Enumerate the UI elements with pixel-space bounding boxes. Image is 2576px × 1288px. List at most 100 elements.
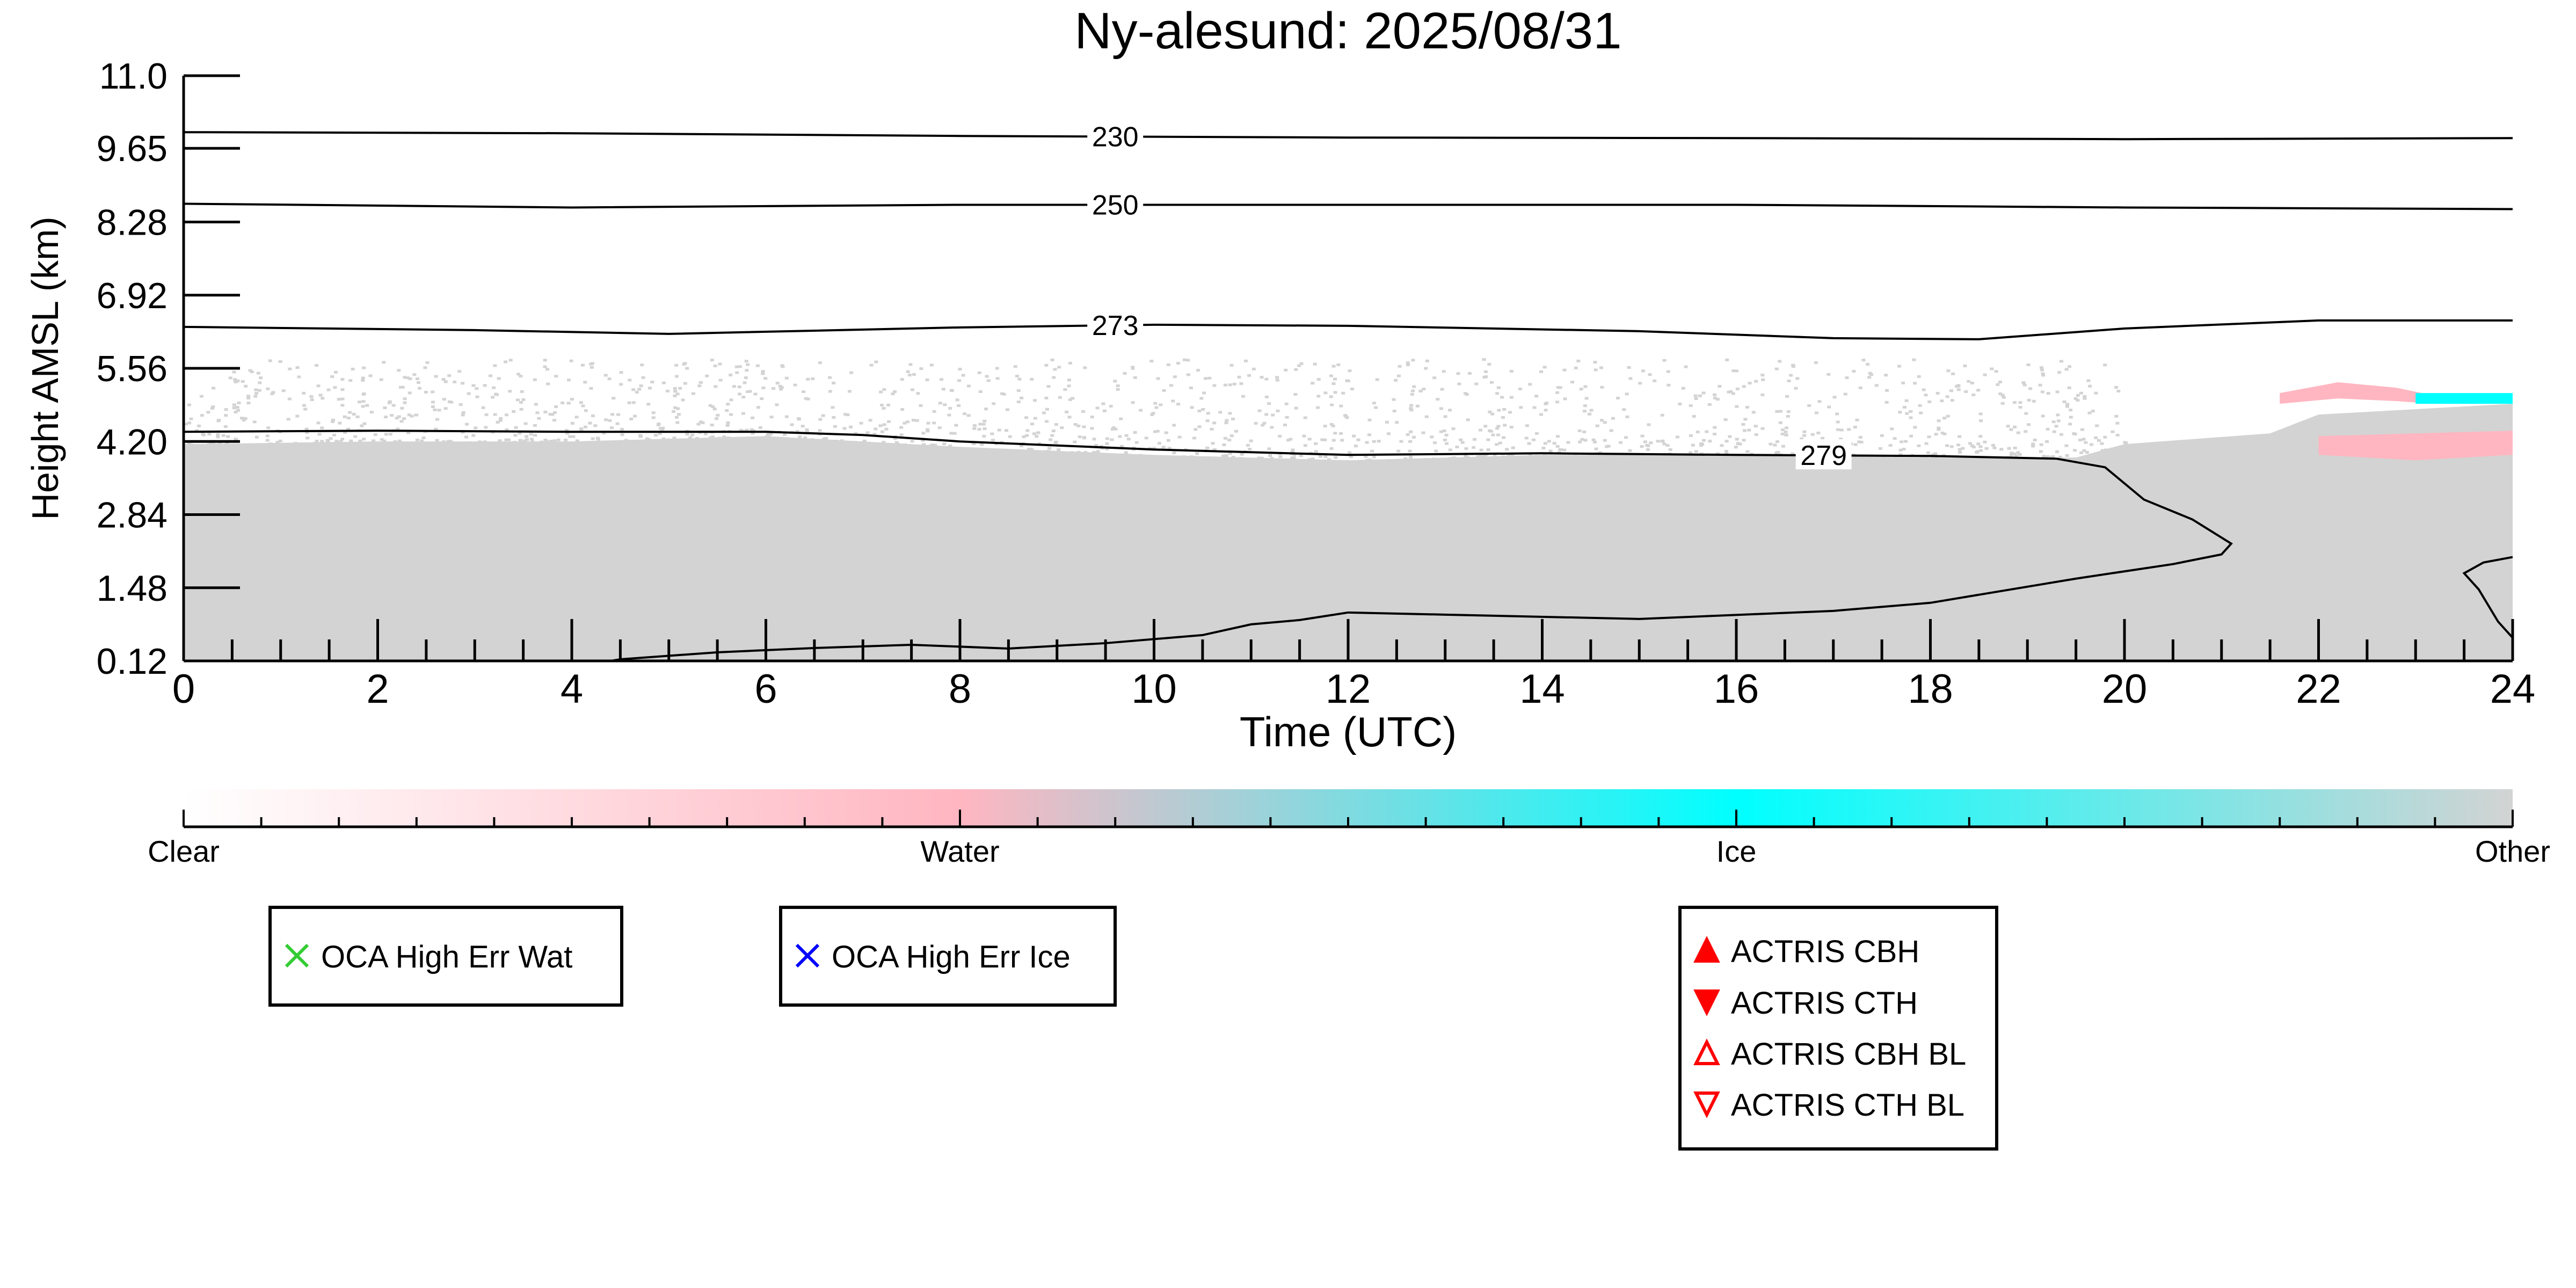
cloud-speck	[1339, 404, 1343, 407]
cloud-speck	[1102, 409, 1107, 412]
cloud-speck	[1574, 366, 1578, 369]
cloud-speck	[1331, 424, 1335, 427]
cloud-speck	[1464, 447, 1468, 450]
cloud-speck	[1411, 435, 1416, 439]
cloud-speck	[1785, 395, 1789, 398]
cloud-speck	[1978, 412, 1983, 416]
cloud-speck	[1320, 438, 1325, 441]
cloud-speck	[1919, 457, 1923, 460]
cloud-speck	[1445, 442, 1449, 445]
cloud-speck	[266, 426, 271, 430]
cloud-speck	[955, 398, 959, 402]
y-tick-label: 11.0	[99, 56, 168, 97]
cloud-speck	[673, 390, 678, 393]
cloud-speck	[522, 439, 527, 442]
cloud-speck	[874, 360, 878, 363]
cloud-speck	[530, 440, 535, 443]
cloud-speck	[340, 388, 345, 391]
cloud-speck	[922, 443, 926, 446]
cloud-speck	[775, 403, 779, 406]
cloud-speck	[1975, 451, 1979, 454]
cloud-speck	[1587, 454, 1591, 457]
cloud-speck	[1403, 457, 1408, 460]
cloud-speck	[948, 406, 952, 410]
cloud-speck	[1345, 379, 1349, 382]
cloud-speck	[1349, 455, 1353, 459]
cloud-speck	[212, 387, 216, 390]
cloud-speck	[1720, 444, 1724, 447]
cloud-speck	[584, 409, 588, 412]
cloud-speck	[1888, 444, 1893, 447]
cloud-speck	[1835, 412, 1839, 416]
cloud-speck	[2009, 428, 2013, 431]
cloud-speck	[1114, 427, 1118, 431]
cloud-speck	[459, 403, 463, 406]
cloud-speck	[1700, 442, 1705, 446]
cloud-speck	[2052, 430, 2056, 433]
cloud-speck	[748, 390, 752, 393]
cloud-speck	[317, 433, 322, 436]
cloud-speck	[1398, 365, 1402, 368]
cloud-speck	[966, 384, 971, 388]
cloud-speck	[635, 391, 639, 394]
cloud-speck	[2054, 425, 2058, 428]
cloud-speck	[248, 369, 252, 372]
cloud-speck	[761, 370, 765, 373]
cloud-speck	[520, 441, 525, 445]
cloud-speck	[1956, 388, 1961, 391]
cloud-speck	[784, 415, 789, 418]
cloud-speck	[2062, 400, 2066, 403]
cloud-speck	[523, 422, 528, 425]
cloud-speck	[320, 440, 324, 443]
cloud-speck	[1775, 410, 1779, 413]
cloud-speck	[1509, 369, 1513, 373]
cloud-speck	[1096, 450, 1100, 453]
cloud-speck	[2116, 390, 2121, 393]
cloud-speck	[1927, 400, 1932, 403]
cloud-speck	[1372, 455, 1376, 459]
cloud-speck	[952, 432, 957, 435]
cloud-speck	[564, 439, 568, 442]
cloud-speck	[665, 389, 670, 392]
cloud-speck	[1243, 359, 1248, 362]
cloud-speck	[725, 424, 730, 427]
cloud-speck	[1913, 457, 1918, 460]
cloud-speck	[1440, 388, 1444, 391]
cloud-speck	[1742, 454, 1746, 457]
cloud-speck	[1640, 434, 1644, 438]
cloud-speck	[1495, 427, 1500, 430]
cloud-speck	[407, 413, 411, 417]
cloud-speck	[206, 411, 210, 414]
cloud-speck	[862, 439, 867, 442]
cloud-speck	[701, 421, 705, 424]
cloud-speck	[2012, 452, 2017, 455]
cloud-speck	[1251, 367, 1256, 370]
cloud-speck	[1299, 454, 1304, 457]
cloud-speck	[434, 375, 438, 378]
cloud-speck	[673, 387, 677, 390]
cloud-speck	[343, 431, 347, 434]
cloud-speck	[1940, 432, 1945, 435]
cloud-speck	[1073, 423, 1078, 426]
cloud-speck	[992, 402, 996, 405]
cloud-speck	[362, 438, 366, 441]
cloud-speck	[415, 377, 419, 381]
cloud-speck	[2039, 450, 2043, 453]
cloud-speck	[1741, 423, 1745, 426]
cloud-speck	[1205, 446, 1210, 449]
cloud-speck	[535, 411, 540, 414]
cloud-speck	[746, 363, 750, 366]
cloud-speck	[1197, 425, 1202, 428]
cloud-speck	[1151, 412, 1155, 415]
cloud-speck	[1832, 396, 1837, 399]
cloud-speck	[548, 413, 552, 416]
cloud-speck	[1019, 445, 1023, 448]
cloud-speck	[1294, 368, 1298, 371]
cloud-speck	[647, 438, 651, 441]
cloud-speck	[2000, 402, 2005, 405]
cloud-speck	[1189, 455, 1194, 459]
cloud-speck	[1329, 374, 1333, 377]
cloud-speck	[1738, 442, 1742, 446]
cloud-speck	[421, 436, 426, 439]
cloud-speck	[340, 438, 345, 441]
